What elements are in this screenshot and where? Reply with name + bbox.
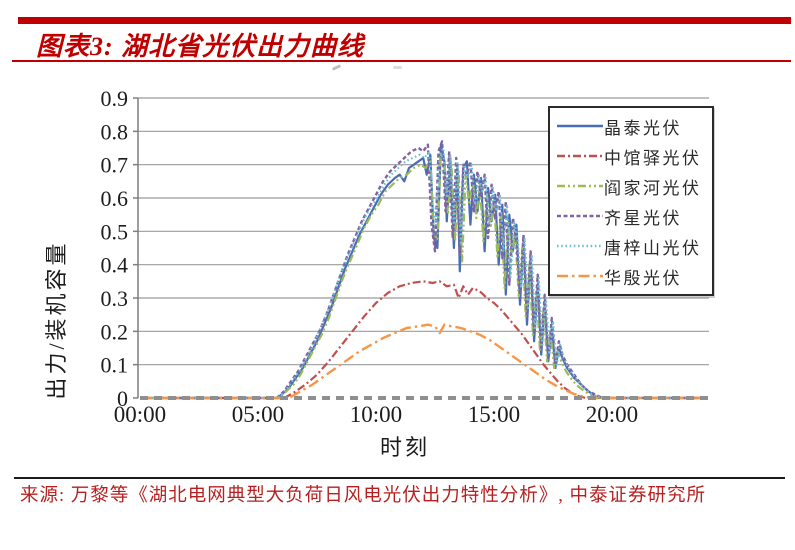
x-tick-label: 10:00 (350, 402, 402, 427)
legend-line-sample (557, 154, 603, 158)
legend-item-4: 唐梓山光伏 (556, 231, 712, 261)
legend-item-5: 华殷光伏 (556, 261, 712, 291)
chart-legend: 晶泰光伏中馆驿光伏阎家河光伏齐星光伏唐梓山光伏华殷光伏 (548, 106, 714, 296)
y-tick-label: 0.7 (101, 153, 129, 178)
legend-label: 齐星光伏 (604, 208, 682, 228)
y-tick-label: 0.5 (101, 219, 129, 244)
y-tick-label: 0.1 (101, 353, 129, 378)
y-tick-label: 0.9 (101, 86, 129, 111)
x-tick-label: 00:00 (114, 402, 166, 427)
legend-label: 华殷光伏 (604, 268, 682, 288)
y-axis-title: 出力/装机容量 (44, 240, 69, 399)
x-tick-label: 20:00 (586, 402, 638, 427)
x-tick-labels: 00:00 05:00 10:00 15:00 20:00 (114, 402, 638, 427)
legend-label: 晶泰光伏 (604, 118, 682, 138)
y-tick-labels: 0 0.1 0.2 0.3 0.4 0.5 0.6 0.7 0.8 0.9 (101, 86, 129, 411)
series-lines (140, 140, 707, 400)
legend-line-sample (557, 274, 603, 278)
legend-item-list: 晶泰光伏中馆驿光伏阎家河光伏齐星光伏唐梓山光伏华殷光伏 (556, 111, 712, 291)
footer-rule (14, 477, 785, 479)
series-line-2 (140, 153, 707, 400)
series-line-4 (140, 146, 707, 400)
legend-label: 唐梓山光伏 (604, 238, 702, 258)
header-rule-thin (12, 60, 791, 62)
legend-item-0: 晶泰光伏 (556, 111, 712, 141)
source-note: 来源: 万黎等《湖北电网典型大负荷日风电光伏出力特性分析》, 中泰证券研究所 (20, 486, 707, 506)
y-tick-label: 0.8 (101, 119, 129, 144)
stray-mark (331, 64, 342, 71)
y-tick-label: 0.2 (101, 319, 129, 344)
series-line-1 (140, 280, 707, 400)
series-line-5 (140, 323, 707, 400)
legend-line-sample (557, 124, 603, 128)
legend-item-1: 中馆驿光伏 (556, 141, 712, 171)
legend-line-sample (557, 184, 603, 188)
stray-mark (393, 66, 402, 69)
y-tick-label: 0.6 (101, 186, 129, 211)
series-line-3 (140, 140, 707, 400)
legend-item-3: 齐星光伏 (556, 201, 712, 231)
header-rule-thick (18, 17, 791, 24)
legend-label: 中馆驿光伏 (604, 148, 702, 168)
legend-line-sample (557, 244, 603, 248)
x-axis-title: 时刻 (380, 435, 430, 460)
figure-title: 图表3: 湖北省光伏出力曲线 (36, 32, 365, 61)
legend-line-sample (557, 214, 603, 218)
y-tick-label: 0 (117, 386, 128, 411)
y-tick-label: 0.4 (101, 253, 129, 278)
x-tick-label: 15:00 (468, 402, 520, 427)
legend-item-2: 阎家河光伏 (556, 171, 712, 201)
legend-label: 阎家河光伏 (604, 178, 702, 198)
y-tick-label: 0.3 (101, 286, 129, 311)
x-tick-label: 05:00 (232, 402, 284, 427)
